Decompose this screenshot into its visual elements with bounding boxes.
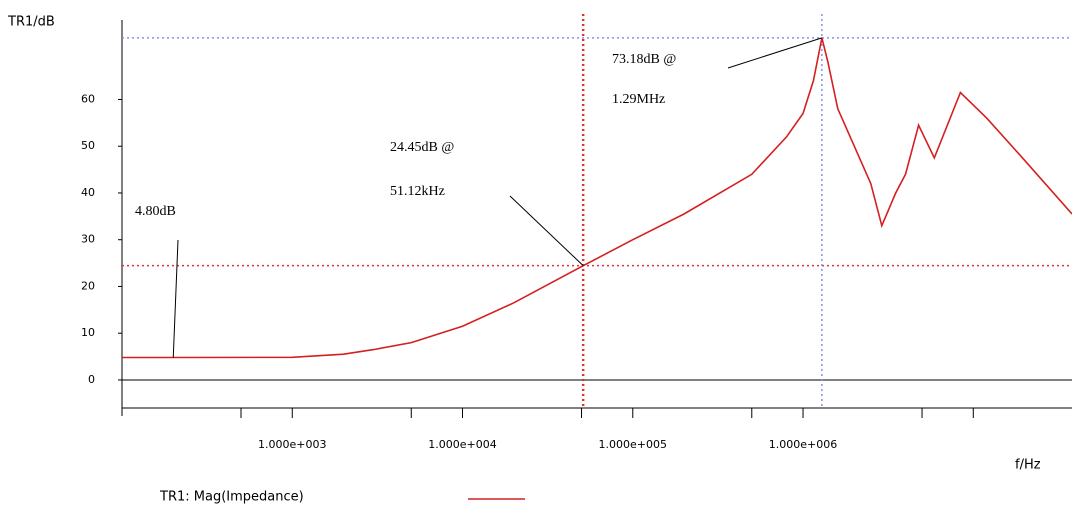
x-tick-label: 1.000e+005 bbox=[599, 438, 667, 451]
marker-label: 4.80dB bbox=[135, 204, 176, 219]
series-line bbox=[122, 37, 1072, 359]
y-tick-label: 20 bbox=[81, 279, 95, 292]
marker-leader bbox=[172, 239, 179, 358]
y-tick-label: 30 bbox=[81, 233, 95, 246]
marker-label: 24.45dB @ bbox=[390, 140, 454, 155]
y-tick-label: 40 bbox=[81, 186, 95, 199]
marker-leader bbox=[727, 37, 823, 69]
x-tick-label: 1.000e+006 bbox=[769, 438, 837, 451]
y-axis-label: TR1/dB bbox=[7, 15, 55, 30]
marker-label: 1.29MHz bbox=[612, 92, 665, 107]
y-tick-label: 50 bbox=[81, 139, 95, 152]
y-tick-label: 10 bbox=[81, 326, 95, 339]
marker-label: 73.18dB @ bbox=[612, 52, 676, 67]
marker-label: 51.12kHz bbox=[390, 184, 445, 199]
y-tick-label: 0 bbox=[88, 373, 95, 386]
y-tick-label: 60 bbox=[81, 92, 95, 105]
x-tick-label: 1.000e+004 bbox=[428, 438, 496, 451]
marker-leader bbox=[509, 195, 584, 267]
x-tick-label: 1.000e+003 bbox=[258, 438, 326, 451]
x-axis-label: f/Hz bbox=[1015, 458, 1041, 473]
legend-label: TR1: Mag(Impedance) bbox=[159, 490, 304, 505]
